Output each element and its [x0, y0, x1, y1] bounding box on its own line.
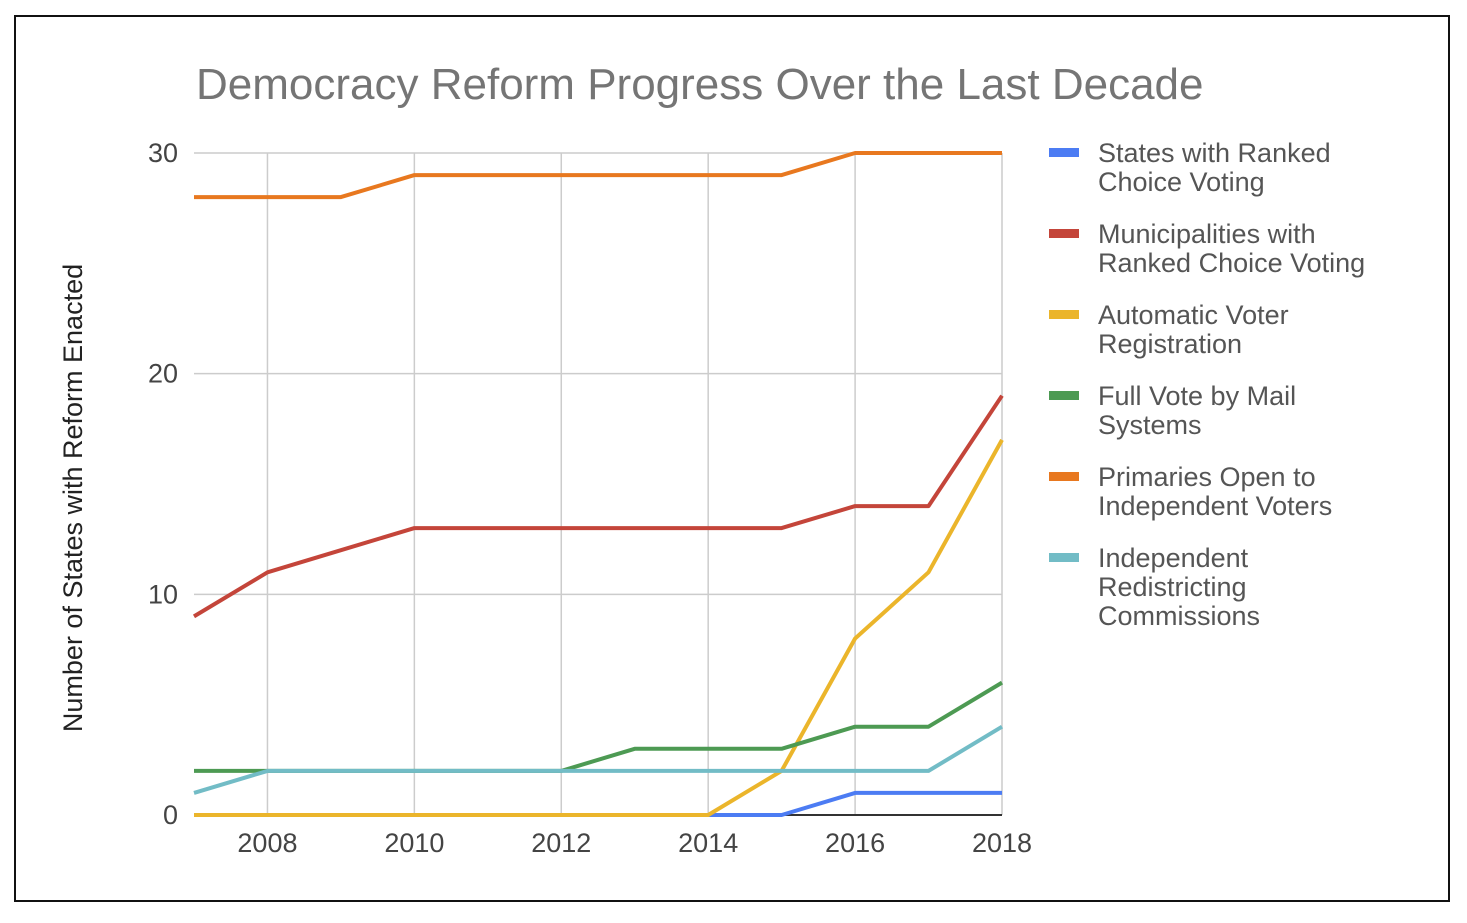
x-tick-label: 2018: [972, 828, 1032, 858]
legend-label: Registration: [1098, 329, 1242, 359]
legend-label: Ranked Choice Voting: [1098, 248, 1365, 278]
y-tick-label: 30: [148, 138, 178, 168]
gridlines: [194, 152, 1003, 815]
chart-title: Democracy Reform Progress Over the Last …: [196, 60, 1204, 109]
chart-frame: [14, 15, 1450, 902]
legend-label: Redistricting: [1098, 572, 1247, 602]
legend-swatch: [1049, 553, 1079, 562]
legend-swatch: [1049, 229, 1079, 238]
x-tick-label: 2016: [825, 828, 885, 858]
x-tick-label: 2010: [384, 828, 444, 858]
legend-label: Primaries Open to: [1098, 462, 1316, 492]
x-tick-label: 2012: [531, 828, 591, 858]
legend-label: Choice Voting: [1098, 167, 1265, 197]
series-line: [194, 680, 1004, 773]
legend-label: States with Ranked: [1098, 138, 1331, 168]
y-tick-label: 0: [163, 800, 178, 830]
legend-label: Full Vote by Mail: [1098, 381, 1296, 411]
legend-label: Commissions: [1098, 601, 1260, 631]
legend-label: Independent Voters: [1098, 491, 1332, 521]
legend-label: Municipalities with: [1098, 219, 1316, 249]
series-line: [193, 724, 1004, 795]
series-line: [192, 394, 1004, 619]
x-tick-label: 2008: [237, 828, 297, 858]
y-tick-label: 10: [148, 579, 178, 609]
series-line: [194, 438, 1004, 817]
series-line: [194, 790, 1002, 817]
axes: 0 10 20 30 2008 2010 2012 2014 2016 2018: [148, 138, 1032, 858]
x-tick-label: 2014: [678, 828, 738, 858]
y-axis-title: Number of States with Reform Enacted: [58, 264, 88, 732]
legend-swatch: [1049, 391, 1079, 400]
y-tick-label: 20: [148, 359, 178, 389]
legend-label: Automatic Voter: [1098, 300, 1289, 330]
legend-swatch: [1049, 148, 1079, 157]
legend-label: Independent: [1098, 543, 1249, 573]
series-line: [194, 151, 1002, 200]
legend-swatch: [1049, 310, 1079, 319]
legend-swatch: [1049, 472, 1079, 481]
series-lines: [192, 151, 1004, 817]
legend-label: Systems: [1098, 410, 1202, 440]
